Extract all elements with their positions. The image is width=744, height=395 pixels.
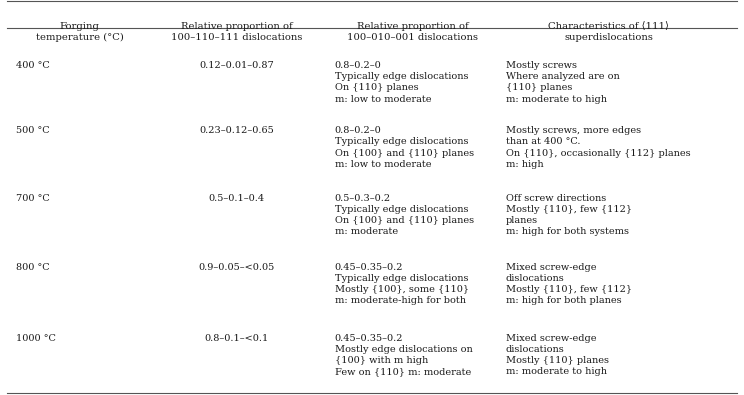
Text: 700 °C: 700 °C xyxy=(16,194,50,203)
Text: Mixed screw-edge
dislocations
Mostly {110}, few {112}
m: high for both planes: Mixed screw-edge dislocations Mostly {11… xyxy=(506,263,632,305)
Text: Off screw directions
Mostly {110}, few {112}
planes
m: high for both systems: Off screw directions Mostly {110}, few {… xyxy=(506,194,632,236)
Text: 0.23–0.12–0.65: 0.23–0.12–0.65 xyxy=(199,126,274,135)
Text: 0.8–0.1–<0.1: 0.8–0.1–<0.1 xyxy=(205,334,269,343)
Text: 0.9–0.05–<0.05: 0.9–0.05–<0.05 xyxy=(199,263,275,272)
Text: 0.12–0.01–0.87: 0.12–0.01–0.87 xyxy=(199,61,274,70)
Text: 0.45–0.35–0.2
Typically edge dislocations
Mostly {100}, some {110}
m: moderate-h: 0.45–0.35–0.2 Typically edge dislocation… xyxy=(335,263,469,305)
Text: Relative proportion of
100–110–111 dislocations: Relative proportion of 100–110–111 dislo… xyxy=(171,22,302,42)
Text: 0.5–0.3–0.2
Typically edge dislocations
On {100} and {110} planes
m: moderate: 0.5–0.3–0.2 Typically edge dislocations … xyxy=(335,194,474,236)
Text: Forging
temperature (°C): Forging temperature (°C) xyxy=(36,22,124,42)
Text: 0.45–0.35–0.2
Mostly edge dislocations on
{100} with m high
Few on {110} m: mode: 0.45–0.35–0.2 Mostly edge dislocations o… xyxy=(335,334,472,376)
Text: 0.5–0.1–0.4: 0.5–0.1–0.4 xyxy=(208,194,265,203)
Text: 0.8–0.2–0
Typically edge dislocations
On {100} and {110} planes
m: low to modera: 0.8–0.2–0 Typically edge dislocations On… xyxy=(335,126,474,169)
Text: 500 °C: 500 °C xyxy=(16,126,50,135)
Text: 800 °C: 800 °C xyxy=(16,263,50,272)
Text: Mostly screws
Where analyzed are on
{110} planes
m: moderate to high: Mostly screws Where analyzed are on {110… xyxy=(506,61,620,103)
Text: Characteristics of ⟨111⟩
superdislocations: Characteristics of ⟨111⟩ superdislocatio… xyxy=(548,22,669,42)
Text: Relative proportion of
100–010–001 dislocations: Relative proportion of 100–010–001 dislo… xyxy=(347,22,478,42)
Text: Mixed screw-edge
dislocations
Mostly {110} planes
m: moderate to high: Mixed screw-edge dislocations Mostly {11… xyxy=(506,334,609,376)
Text: 0.8–0.2–0
Typically edge dislocations
On {110} planes
m: low to moderate: 0.8–0.2–0 Typically edge dislocations On… xyxy=(335,61,468,103)
Text: 400 °C: 400 °C xyxy=(16,61,50,70)
Text: Mostly screws, more edges
than at 400 °C.
On {110}, occasionally {112} planes
m:: Mostly screws, more edges than at 400 °C… xyxy=(506,126,690,169)
Text: 1000 °C: 1000 °C xyxy=(16,334,57,343)
